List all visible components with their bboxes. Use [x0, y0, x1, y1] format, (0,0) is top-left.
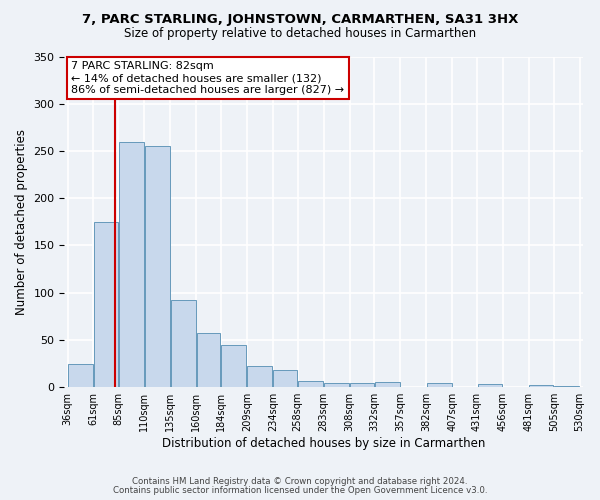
Bar [221, 344, 247, 387]
Bar [247, 366, 272, 387]
Bar [170, 300, 196, 387]
Bar [478, 384, 502, 387]
Text: Size of property relative to detached houses in Carmarthen: Size of property relative to detached ho… [124, 28, 476, 40]
Bar [375, 382, 400, 387]
Text: 7 PARC STARLING: 82sqm
← 14% of detached houses are smaller (132)
86% of semi-de: 7 PARC STARLING: 82sqm ← 14% of detached… [71, 62, 344, 94]
Bar [145, 146, 170, 387]
Bar [68, 364, 93, 387]
Bar [427, 384, 452, 387]
X-axis label: Distribution of detached houses by size in Carmarthen: Distribution of detached houses by size … [162, 437, 485, 450]
Bar [119, 142, 144, 387]
Bar [298, 380, 323, 387]
Text: 7, PARC STARLING, JOHNSTOWN, CARMARTHEN, SA31 3HX: 7, PARC STARLING, JOHNSTOWN, CARMARTHEN,… [82, 12, 518, 26]
Y-axis label: Number of detached properties: Number of detached properties [15, 129, 28, 315]
Text: Contains public sector information licensed under the Open Government Licence v3: Contains public sector information licen… [113, 486, 487, 495]
Bar [529, 386, 553, 387]
Bar [94, 222, 118, 387]
Bar [197, 334, 220, 387]
Text: Contains HM Land Registry data © Crown copyright and database right 2024.: Contains HM Land Registry data © Crown c… [132, 477, 468, 486]
Bar [324, 384, 349, 387]
Bar [554, 386, 579, 387]
Bar [350, 384, 374, 387]
Bar [273, 370, 297, 387]
